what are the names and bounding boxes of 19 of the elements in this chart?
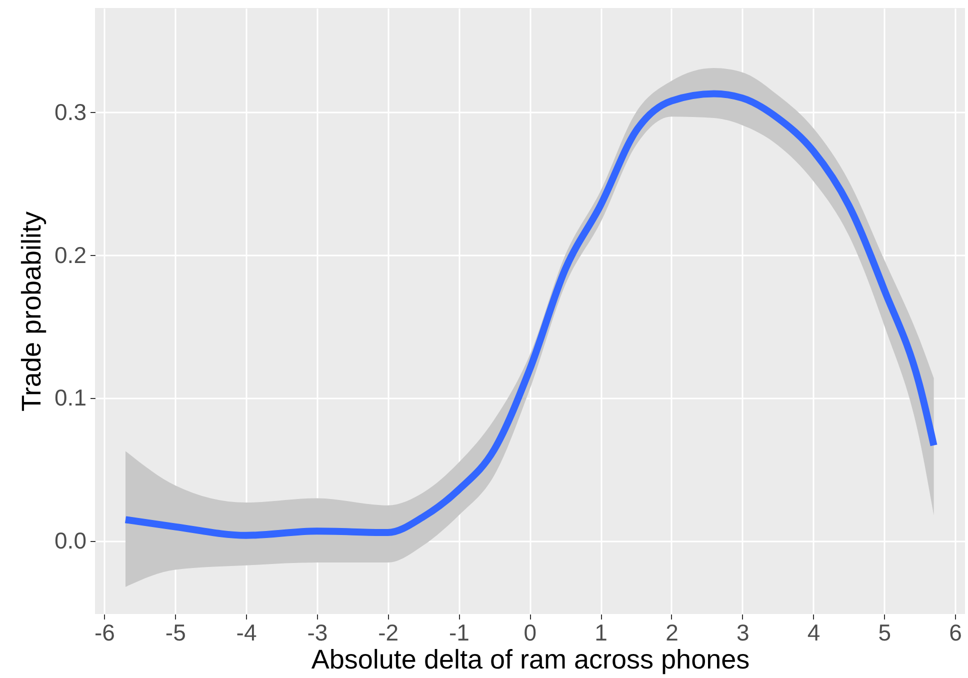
y-tick-label: 0.2 — [54, 242, 86, 268]
y-axis-title: Trade probability — [16, 210, 47, 412]
x-tick-label: -1 — [449, 620, 470, 646]
x-tick-label: -6 — [94, 620, 115, 646]
x-tick-label: -4 — [236, 620, 257, 646]
x-tick-label: 0 — [524, 620, 537, 646]
x-tick-label: 4 — [807, 620, 820, 646]
x-tick-label: -5 — [165, 620, 186, 646]
x-axis-title: Absolute delta of ram across phones — [311, 644, 750, 674]
y-tick-label: 0.0 — [54, 528, 86, 554]
x-tick-label: -2 — [378, 620, 399, 646]
x-tick-label: 6 — [949, 620, 962, 646]
x-tick-label: 2 — [666, 620, 678, 646]
y-tick-label: 0.3 — [54, 98, 86, 125]
x-tick-label: 3 — [736, 620, 750, 646]
y-tick-label: 0.1 — [54, 384, 86, 411]
x-tick-label: 1 — [594, 620, 608, 646]
x-tick-label: -3 — [307, 620, 328, 646]
x-tick-label: 5 — [878, 620, 892, 646]
